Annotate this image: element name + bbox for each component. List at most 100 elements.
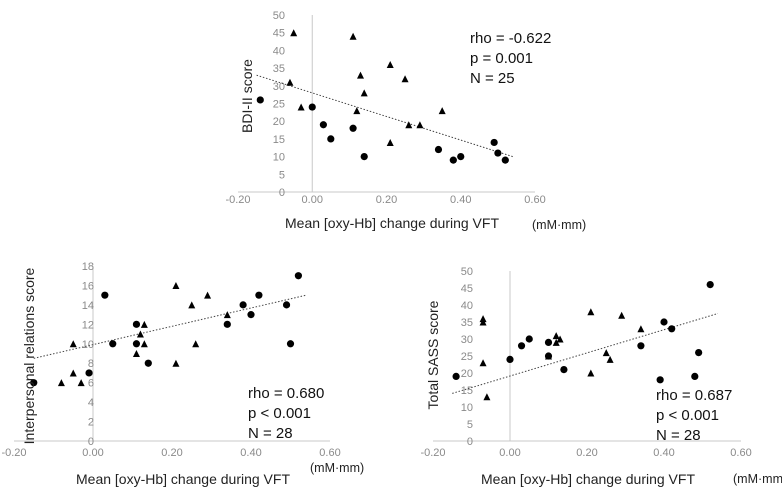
data-point-circle (544, 338, 553, 346)
x-tick-label: 0.40 (240, 447, 261, 459)
data-point-circle (706, 281, 714, 289)
data-point-circle (255, 291, 263, 299)
data-point-circle (327, 135, 335, 143)
data-point-circle (101, 291, 109, 299)
data-point-circle (223, 320, 231, 328)
data-point-circle (457, 153, 465, 161)
data-point-circle (294, 272, 302, 280)
data-point-circle (319, 121, 327, 129)
data-point-triangle (297, 103, 305, 111)
y-tick-label: 16 (82, 280, 94, 292)
data-point-circle (132, 320, 141, 328)
y-tick-label: 25 (461, 351, 473, 363)
data-point-triangle (405, 121, 413, 129)
data-point-triangle (188, 301, 196, 309)
data-point-triangle (479, 315, 487, 323)
y-tick-label: 50 (273, 10, 285, 22)
data-point-circle (256, 96, 264, 104)
panel-interpersonal: 0 2 4 6 8 10 12 14 16 18 -0.20 0.00 0.20 0.40 0.60 Mean… (1, 261, 364, 487)
trendline (452, 313, 719, 394)
y-tick-label: 10 (273, 152, 285, 164)
y-tick-label: 6 (88, 378, 94, 390)
y-tick-label: 15 (461, 385, 473, 397)
panel-sass: 0 5 10 15 20 25 30 35 40 45 50 -0.20 0.00 0.20 0.40 0.6… (420, 266, 782, 487)
stats-annotation: rho = 0.687 (656, 387, 732, 404)
y-tick-label: 12 (82, 319, 94, 331)
data-point-circle (239, 301, 247, 309)
data-point-circle (501, 156, 509, 164)
stats-annotation: p < 0.001 (248, 405, 311, 422)
data-point-triangle (57, 379, 65, 387)
data-point-circle (349, 124, 357, 132)
y-tick-label: 10 (461, 402, 473, 414)
y-tick-label: 8 (88, 358, 94, 370)
data-point-triangle (552, 338, 560, 346)
data-point-triangle (545, 352, 552, 360)
data-point-triangle (132, 350, 140, 357)
data-point-triangle (618, 311, 626, 319)
data-point-triangle (401, 75, 409, 83)
stats-annotation: N = 28 (656, 427, 701, 444)
x-tick-label: 0.20 (161, 447, 182, 459)
x-tick-label: 0.20 (576, 447, 597, 459)
data-point-triangle (290, 29, 298, 37)
x-axis-unit: (mM·mm) (310, 461, 364, 475)
y-tick-label: 40 (273, 45, 285, 57)
data-point-circle (695, 349, 703, 357)
y-tick-label: 30 (461, 334, 473, 346)
data-point-triangle (140, 340, 148, 348)
y-tick-label: 2 (88, 417, 94, 429)
x-axis-unit: (mM·mm) (532, 218, 586, 232)
data-point-circle (360, 153, 368, 161)
data-point-triangle (587, 308, 595, 316)
x-axis-title: Mean [oxy-Hb] change during VFT (285, 215, 499, 231)
data-point-circle (517, 342, 526, 350)
x-axis-title: Mean [oxy-Hb] change during VFT (481, 471, 695, 487)
y-tick-label: 14 (82, 300, 94, 312)
x-tick-label: 0.60 (319, 447, 340, 459)
y-tick-label: 20 (461, 368, 473, 380)
stats-annotation: N = 28 (248, 425, 293, 442)
data-point-triangle (587, 369, 595, 377)
data-point-circle (144, 359, 152, 367)
x-tick-label: 0.40 (653, 447, 674, 459)
data-point-circle (109, 340, 117, 348)
data-point-triangle (479, 359, 487, 367)
data-point-triangle (606, 355, 614, 363)
data-point-triangle (172, 281, 180, 289)
y-tick-label: 0 (88, 436, 94, 448)
data-point-triangle (416, 121, 424, 129)
y-tick-label: 45 (273, 28, 285, 40)
data-point-triangle (602, 349, 610, 357)
data-point-triangle (192, 340, 200, 348)
data-point-triangle (286, 78, 294, 86)
data-point-circle (637, 342, 645, 350)
data-point-circle (30, 379, 38, 387)
data-point-circle (132, 340, 141, 348)
data-point-circle (85, 369, 93, 377)
y-tick-label: 5 (467, 419, 473, 431)
data-point-circle (656, 376, 664, 384)
y-tick-label: 20 (273, 116, 285, 128)
data-point-triangle (483, 393, 491, 401)
stats-annotation: p < 0.001 (656, 407, 719, 424)
data-point-circle (282, 301, 291, 309)
x-tick-label: 0.00 (499, 447, 520, 459)
data-point-triangle (357, 71, 365, 79)
panel-bdi: 0 5 10 15 20 25 30 35 40 45 50 -0.20 0.00 0.20 0.40 0.6… (225, 10, 586, 232)
data-point-triangle (204, 291, 212, 299)
data-point-circle (308, 103, 316, 111)
data-point-triangle (223, 311, 231, 319)
stats-annotation: p = 0.001 (470, 50, 533, 67)
stats-annotation: N = 25 (470, 70, 515, 87)
x-tick-label: 0.40 (450, 194, 471, 206)
data-point-circle (525, 335, 533, 343)
data-point-triangle (349, 32, 357, 40)
data-point-triangle (386, 61, 394, 69)
data-point-triangle (386, 138, 394, 146)
y-tick-label: 15 (273, 134, 285, 146)
y-tick-label: 25 (273, 99, 285, 111)
data-point-triangle (360, 89, 368, 97)
x-tick-label: 0.20 (376, 194, 397, 206)
